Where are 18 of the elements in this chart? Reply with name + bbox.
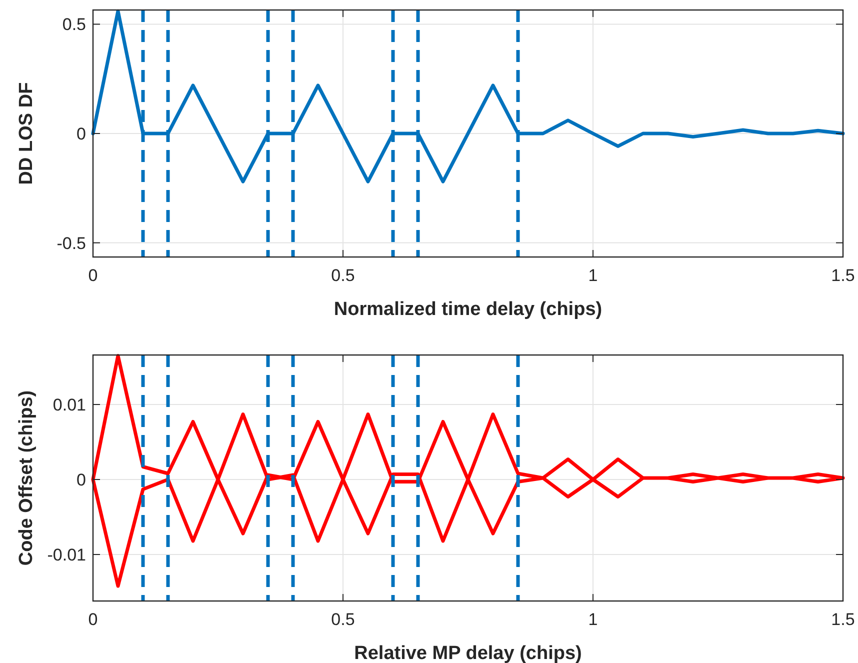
x-axis-title: Normalized time delay (chips) (334, 299, 602, 320)
x-tick-label: 1 (588, 610, 598, 629)
y-tick-label: 0 (76, 124, 86, 144)
x-tick-label: 0.5 (331, 266, 355, 285)
y-axis-title: Code Offset (chips) (16, 390, 37, 566)
x-axis-title: Relative MP delay (chips) (354, 643, 582, 663)
y-tick-label: -0.5 (56, 234, 86, 253)
x-tick-label: 1.5 (831, 266, 855, 285)
x-tick-label: 0 (88, 266, 98, 285)
y-tick-label: -0.01 (47, 546, 86, 564)
x-tick-label: 0.5 (331, 610, 355, 629)
y-tick-label: 0 (76, 470, 86, 490)
y-tick-label: 0.5 (62, 15, 86, 34)
y-tick-label: 0.01 (52, 396, 86, 414)
y-axis-title: DD LOS DF (16, 82, 37, 185)
x-tick-label: 1.5 (831, 610, 855, 629)
x-tick-label: 0 (88, 610, 98, 629)
x-tick-label: 1 (588, 266, 598, 285)
